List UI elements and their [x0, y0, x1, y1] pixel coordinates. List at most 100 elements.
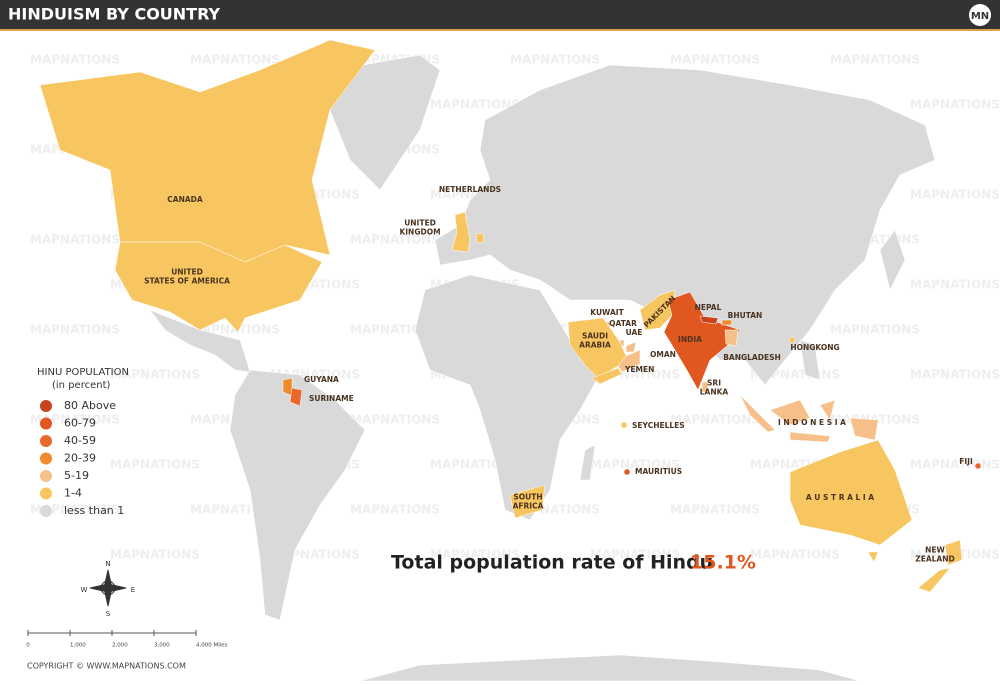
greenland [329, 54, 441, 191]
total-text: Total population rate of Hindu [391, 552, 713, 574]
watermark: MAPNATIONS [590, 458, 680, 472]
watermark: MAPNATIONS [670, 413, 760, 427]
country-label: I N D O N E S I A [778, 418, 846, 427]
scale-label: 3,000 [154, 643, 170, 649]
country-shape [974, 462, 982, 470]
header-bar [0, 0, 1000, 30]
legend-swatch [40, 505, 52, 517]
country-shape [789, 439, 913, 563]
legend-label: less than 1 [64, 504, 124, 517]
compass-e: E [131, 586, 135, 594]
country-label: SAUDI [582, 332, 608, 341]
watermark: MAPNATIONS [590, 548, 680, 562]
country-shape [663, 291, 741, 391]
watermark: MAPNATIONS [910, 458, 1000, 472]
country-label: STATES OF AMERICA [144, 277, 230, 286]
watermark: MAPNATIONS [670, 53, 760, 67]
watermark: MAPNATIONS [30, 413, 120, 427]
country-shape [917, 539, 963, 593]
antarctica [359, 654, 861, 682]
title: HINDUISM BY COUNTRY [8, 5, 221, 24]
watermark: MAPNATIONS [190, 53, 280, 67]
compass-ring [100, 580, 116, 596]
country-label: UNITED [404, 219, 436, 228]
header-rule [0, 29, 1000, 31]
scale-label: 0 [26, 643, 30, 649]
legend-label: 80 Above [64, 399, 116, 412]
country-label: YEMEN [624, 365, 654, 374]
country-label: QATAR [609, 319, 637, 328]
watermark: MAPNATIONS [910, 278, 1000, 292]
country-shape [475, 232, 485, 244]
country-label: KUWAIT [590, 308, 624, 317]
country-label: INDIA [678, 335, 702, 344]
country-label: BHUTAN [728, 311, 763, 320]
legend-subtitle: (in percent) [52, 380, 110, 391]
country-label: ARABIA [579, 341, 611, 350]
country-label: KINGDOM [399, 228, 440, 237]
country-label: SURINAME [309, 394, 354, 403]
scale-label: 1,000 [70, 643, 86, 649]
country-label: FIJI [959, 457, 973, 466]
country-label: LANKA [700, 388, 729, 397]
watermark: MAPNATIONS [910, 368, 1000, 382]
legend-swatch [40, 417, 52, 430]
country-label: SOUTH [513, 493, 542, 502]
watermark: MAPNATIONS [510, 53, 600, 67]
logo-circle [969, 4, 991, 26]
watermark: MAPNATIONS [350, 413, 440, 427]
watermark: MAPNATIONS [30, 53, 120, 67]
legend-title: HINU POPULATION [37, 367, 129, 378]
country-shape [620, 421, 628, 429]
watermark: MAPNATIONS [430, 98, 520, 112]
country-shape [451, 211, 471, 253]
country-shape [39, 39, 376, 263]
land [149, 54, 936, 682]
watermark: MAPNATIONS [30, 503, 120, 517]
legend-swatch [40, 470, 52, 482]
logo: MN [971, 11, 989, 22]
compass-n: N [105, 560, 110, 568]
south-america [229, 369, 366, 621]
legend-label: 20-39 [64, 452, 96, 465]
country-label: NETHERLANDS [439, 185, 501, 194]
legend-swatch [40, 400, 52, 412]
watermark: MAPNATIONS [110, 458, 200, 472]
country-label: SEYCHELLES [632, 421, 685, 430]
scale-label: 2,000 [112, 643, 128, 649]
total-value: 15.1% [690, 552, 756, 574]
watermark: MAPNATIONS [30, 233, 120, 247]
watermark: MAPNATIONS [830, 53, 920, 67]
watermark: MAPNATIONS [350, 233, 440, 247]
country-label: AFRICA [513, 502, 544, 511]
madagascar [579, 444, 596, 481]
legend-label: 5-19 [64, 469, 89, 482]
country-shape [625, 341, 637, 353]
country-label: HONGKONG [790, 343, 839, 352]
country-shape [509, 484, 546, 519]
legend-label: 1-4 [64, 487, 82, 500]
country-shape [591, 367, 623, 385]
country-label: NEPAL [695, 303, 722, 312]
country-shape [623, 468, 631, 476]
country-shape [724, 329, 739, 347]
country-shape [617, 349, 641, 373]
watermark: MAPNATIONS [110, 368, 200, 382]
country-label: SRI [707, 379, 721, 388]
country-label: OMAN [650, 350, 676, 359]
watermark: MAPNATIONS [830, 323, 920, 337]
legend-swatch [40, 452, 52, 465]
country-label: ZEALAND [915, 555, 954, 564]
compass-w: W [81, 586, 88, 594]
legend-label: 40-59 [64, 434, 96, 447]
country-label: NEW [925, 546, 945, 555]
country-label: MAURITIUS [635, 467, 682, 476]
country-shape [739, 394, 879, 443]
legend-swatch [40, 487, 52, 500]
scale-label: 4,000 Miles [196, 643, 228, 649]
legend-swatch [40, 435, 52, 447]
country-shape [788, 336, 796, 344]
country-label: BANGLADESH [723, 353, 781, 362]
watermark: MAPNATIONS [910, 188, 1000, 202]
watermark: MAPNATIONS [430, 548, 520, 562]
